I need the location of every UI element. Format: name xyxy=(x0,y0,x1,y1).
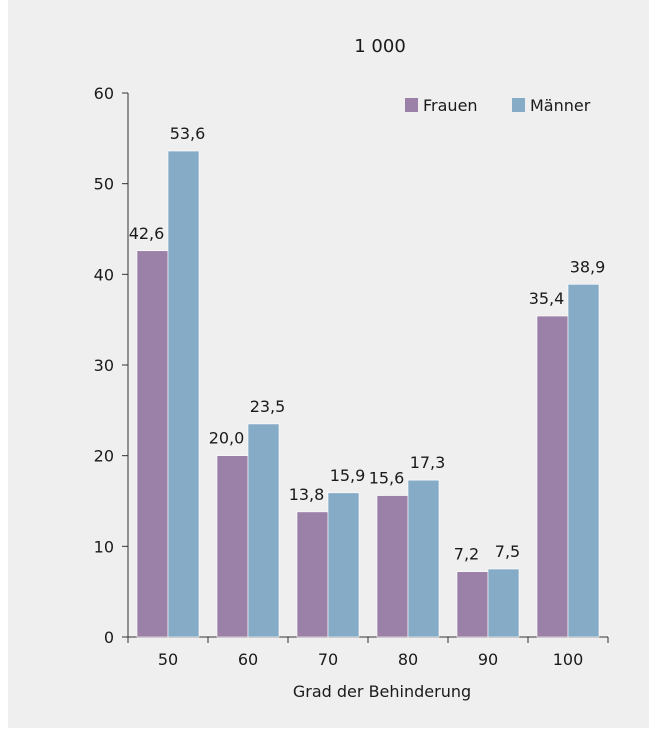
data-label: 7,5 xyxy=(495,542,520,561)
x-tick-label: 100 xyxy=(553,650,584,669)
x-tick-label: 80 xyxy=(398,650,418,669)
legend-swatch xyxy=(512,98,525,112)
x-tick-label: 50 xyxy=(158,650,178,669)
data-label: 42,6 xyxy=(129,224,165,243)
bar-m-nner-80 xyxy=(407,479,440,638)
data-label: 17,3 xyxy=(410,453,446,472)
bar-m-nner-90 xyxy=(487,568,520,638)
y-tick-label: 60 xyxy=(94,84,114,103)
bar-frauen-90 xyxy=(456,571,489,638)
y-tick-label: 50 xyxy=(94,175,114,194)
bar-frauen-70 xyxy=(296,511,329,638)
legend: Frauen Männer xyxy=(405,96,591,115)
data-label: 15,6 xyxy=(369,469,405,488)
x-axis-label: Grad der Behinderung xyxy=(293,682,471,701)
legend-swatch xyxy=(405,98,418,112)
y-tick-label: 20 xyxy=(94,447,114,466)
x-tick-label: 60 xyxy=(238,650,258,669)
legend-label: Frauen xyxy=(423,96,478,115)
x-tick-label: 70 xyxy=(318,650,338,669)
data-label: 7,2 xyxy=(454,545,479,564)
bar-m-nner-60 xyxy=(247,423,280,638)
bar-frauen-80 xyxy=(376,495,409,638)
chart-title: 1 000 xyxy=(354,36,406,57)
data-label: 23,5 xyxy=(250,397,286,416)
data-label: 13,8 xyxy=(289,485,325,504)
bar-m-nner-70 xyxy=(327,492,360,638)
data-label: 38,9 xyxy=(570,257,606,276)
bar-frauen-100 xyxy=(536,315,569,638)
y-tick-label: 0 xyxy=(104,628,114,647)
legend-label: Männer xyxy=(530,96,591,115)
data-label: 35,4 xyxy=(529,289,565,308)
data-label: 20,0 xyxy=(209,429,245,448)
y-tick-label: 10 xyxy=(94,537,114,556)
y-tick-label: 30 xyxy=(94,356,114,375)
y-tick-label: 40 xyxy=(94,265,114,284)
data-label: 53,6 xyxy=(170,124,206,143)
axes: 0 10 20 30 40 50 60 50 60 70 80 90 100 xyxy=(94,84,609,669)
x-tick-label: 90 xyxy=(478,650,498,669)
bar-frauen-60 xyxy=(216,455,249,638)
data-labels: 42,6 20,0 13,8 15,6 7,2 35,4 53,6 23,5 15,9 17,3 7… xyxy=(129,124,606,564)
bars xyxy=(136,150,600,638)
bar-frauen-50 xyxy=(136,250,169,638)
bar-m-nner-50 xyxy=(167,150,200,638)
bar-m-nner-100 xyxy=(567,284,600,638)
data-label: 15,9 xyxy=(330,466,366,485)
